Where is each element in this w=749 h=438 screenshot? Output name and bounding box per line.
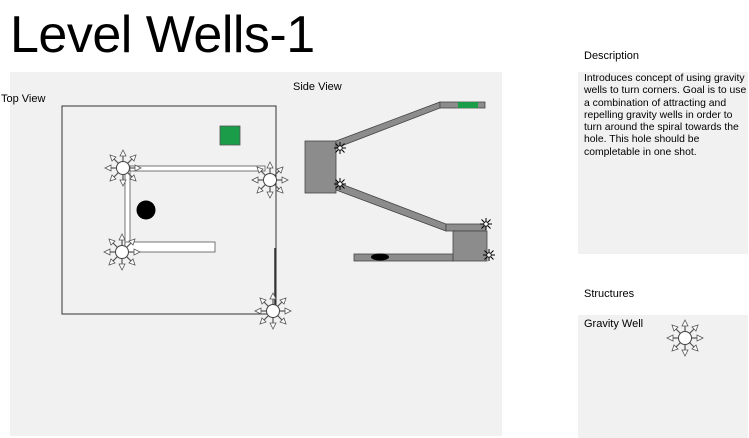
start-block (304, 140, 337, 194)
description-heading: Description (584, 50, 640, 62)
end-block (452, 230, 488, 262)
gravity-well-icon (666, 319, 704, 357)
goal-hole (219, 125, 241, 146)
gravity-well-icon (251, 161, 289, 199)
lower-ramp (335, 181, 447, 232)
structures-panel (578, 315, 748, 438)
gravity-well-icon (104, 149, 142, 187)
gravity-well-icon (333, 141, 347, 155)
side-view (304, 101, 496, 262)
description-panel (578, 72, 748, 254)
structure-item-label: Gravity Well (584, 318, 644, 330)
page-title: Level Wells-1 (10, 6, 315, 64)
upper-ramp (335, 101, 441, 149)
side-view-label: Side View (293, 81, 342, 93)
track-segment (124, 241, 216, 253)
gravity-well-icon (103, 233, 141, 271)
ball (136, 200, 156, 220)
track-segment (124, 165, 266, 172)
base-track (353, 253, 454, 262)
top-view-boundary (61, 105, 277, 315)
top-view-label: Top View (1, 93, 46, 105)
gravity-well-icon (479, 217, 493, 231)
ball (371, 253, 389, 261)
structures-heading: Structures (584, 288, 635, 300)
description-text: Introduces concept of using gravity well… (584, 73, 747, 158)
goal-hole (458, 102, 478, 108)
top-view (61, 105, 292, 330)
gravity-well-icon (482, 248, 496, 262)
track-segment (124, 165, 131, 252)
lower-ledge (445, 223, 487, 232)
gravity-well-icon (333, 177, 347, 191)
gravity-well-icon (254, 292, 292, 330)
